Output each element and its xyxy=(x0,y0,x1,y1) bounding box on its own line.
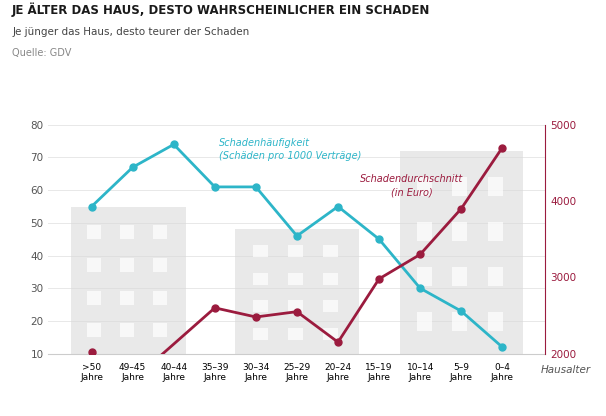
Bar xyxy=(324,328,338,340)
Bar xyxy=(288,245,303,257)
Bar xyxy=(288,300,303,312)
Text: Quelle: GDV: Quelle: GDV xyxy=(12,48,72,58)
Bar xyxy=(253,273,268,285)
Bar xyxy=(453,267,467,286)
Bar xyxy=(324,245,338,257)
Bar xyxy=(453,312,467,331)
Bar xyxy=(121,323,135,337)
Bar xyxy=(417,222,432,241)
Bar xyxy=(417,312,432,331)
Bar xyxy=(453,177,467,196)
Bar xyxy=(417,267,432,286)
Bar xyxy=(288,328,303,340)
Bar xyxy=(253,328,268,340)
Bar xyxy=(153,291,167,305)
Bar xyxy=(87,291,101,305)
Bar xyxy=(488,177,502,196)
Text: Schadenhäufigkeit
(Schäden pro 1000 Verträge): Schadenhäufigkeit (Schäden pro 1000 Vert… xyxy=(219,138,361,161)
Bar xyxy=(87,323,101,337)
Bar xyxy=(417,177,432,196)
Bar xyxy=(235,229,359,354)
Bar xyxy=(253,300,268,312)
Bar xyxy=(153,258,167,272)
Text: Schadendurchschnitt
(in Euro): Schadendurchschnitt (in Euro) xyxy=(361,174,464,198)
Bar xyxy=(324,300,338,312)
Text: Hausalter: Hausalter xyxy=(541,365,591,375)
Bar xyxy=(87,258,101,272)
Bar xyxy=(488,222,502,241)
Bar xyxy=(71,206,186,354)
Bar xyxy=(121,225,135,239)
Bar xyxy=(453,222,467,241)
Text: JE ÄLTER DAS HAUS, DESTO WAHRSCHEINLICHER EIN SCHADEN: JE ÄLTER DAS HAUS, DESTO WAHRSCHEINLICHE… xyxy=(12,2,430,17)
Text: Je jünger das Haus, desto teurer der Schaden: Je jünger das Haus, desto teurer der Sch… xyxy=(12,27,250,37)
Bar xyxy=(153,225,167,239)
Bar xyxy=(121,291,135,305)
Bar xyxy=(153,323,167,337)
Bar xyxy=(288,273,303,285)
Bar xyxy=(488,267,502,286)
Bar xyxy=(121,258,135,272)
Bar xyxy=(253,245,268,257)
Bar xyxy=(399,151,523,354)
Bar xyxy=(488,312,502,331)
Bar xyxy=(87,225,101,239)
Bar xyxy=(324,273,338,285)
